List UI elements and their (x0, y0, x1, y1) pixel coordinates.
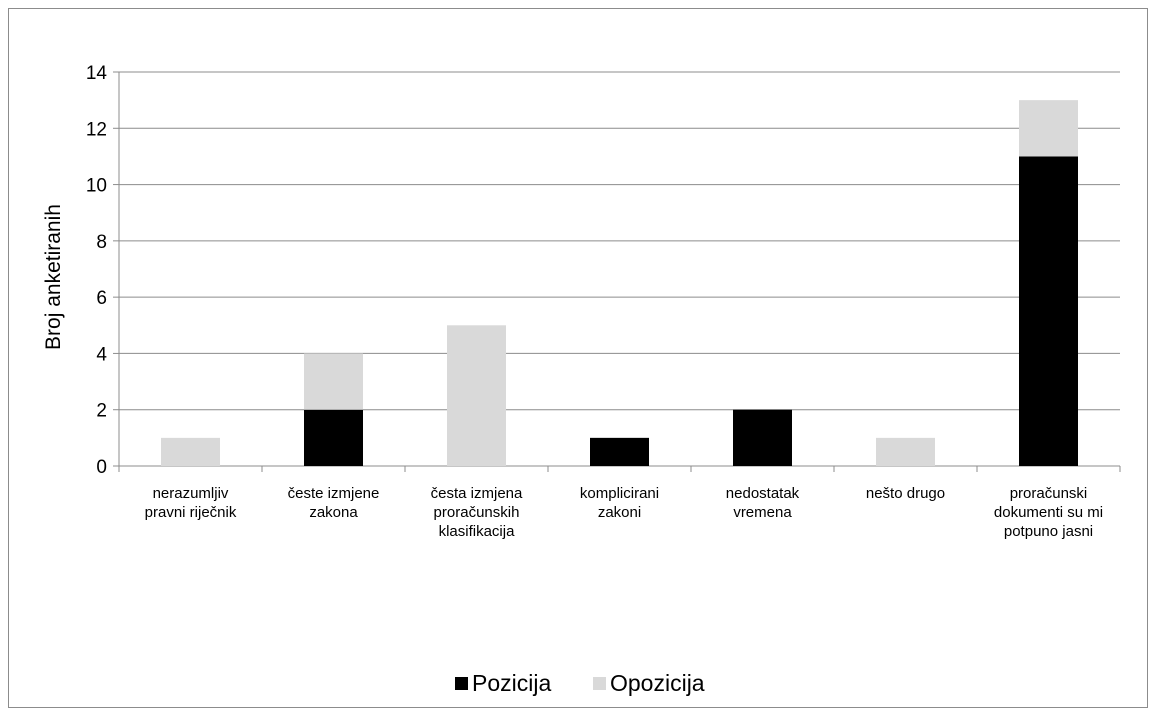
chart-plot: 0 2 4 6 8 10 12 14 (86, 63, 1121, 478)
category-label-line: pravni riječnik (144, 504, 237, 521)
legend-item-opozicija: Opozicija (593, 669, 705, 697)
legend-swatch-opozicija (593, 676, 606, 690)
bar-opozicija-6 (1019, 100, 1078, 157)
bar-pozicija-4 (733, 409, 792, 466)
category-label: česte izmjene zakona (264, 484, 404, 522)
bar-pozicija-3 (590, 437, 649, 466)
category-label-line: česte izmjene (287, 485, 380, 502)
category-label-line: komplicirani (579, 485, 660, 502)
legend-label-opozicija: Opozicija (610, 669, 705, 696)
category-label: nedostatak vremena (693, 484, 833, 522)
y-tick-label: 12 (86, 119, 107, 140)
category-label-line: nedostatak (725, 485, 800, 502)
category-label-line: vremena (733, 504, 792, 521)
category-label-line: zakona (309, 504, 358, 521)
y-tick-label: 8 (96, 232, 107, 253)
bar-opozicija-1 (304, 353, 363, 410)
legend-swatch-pozicija (455, 676, 468, 690)
y-tick-label: 2 (96, 401, 107, 422)
category-label: proračunski dokumenti su mi potpuno jasni (979, 484, 1119, 541)
category-label: nešto drugo (836, 484, 976, 503)
category-label-line: proračunski (1009, 485, 1088, 502)
y-tick-label: 0 (96, 457, 107, 478)
y-tick-label: 10 (86, 176, 107, 197)
legend-item-pozicija: Pozicija (455, 669, 551, 697)
category-label-line: potpuno jasni (1003, 523, 1094, 540)
bar-pozicija-1 (304, 409, 363, 466)
category-label-line: nerazumljiv (152, 485, 229, 502)
legend-label-pozicija: Pozicija (472, 669, 552, 696)
bar-pozicija-6 (1019, 156, 1078, 466)
y-tick-label: 6 (96, 288, 107, 309)
category-label: nerazumljiv pravni riječnik (121, 484, 261, 522)
y-axis-title: Broj anketiranih (42, 204, 65, 350)
y-tick-label: 4 (96, 344, 107, 365)
category-label-line: proračunskih (433, 504, 520, 521)
bar-opozicija-2 (447, 325, 506, 466)
category-label-line: klasifikacija (438, 523, 515, 540)
category-label-line: zakoni (597, 504, 642, 521)
category-label-line: dokumenti su mi (993, 504, 1104, 521)
y-tick-label: 14 (86, 63, 108, 84)
chart-frame: 0 2 4 6 8 10 12 14 Broj anketiranih nerazumljiv… (8, 8, 1148, 708)
category-label-line: nešto drugo (865, 485, 946, 502)
category-label: komplicirani zakoni (550, 484, 690, 522)
category-label: česta izmjena proračunskih klasifikacija (407, 484, 547, 541)
bar-opozicija-5 (876, 437, 935, 466)
bar-opozicija-0 (161, 437, 220, 466)
category-label-line: česta izmjena (430, 485, 523, 502)
